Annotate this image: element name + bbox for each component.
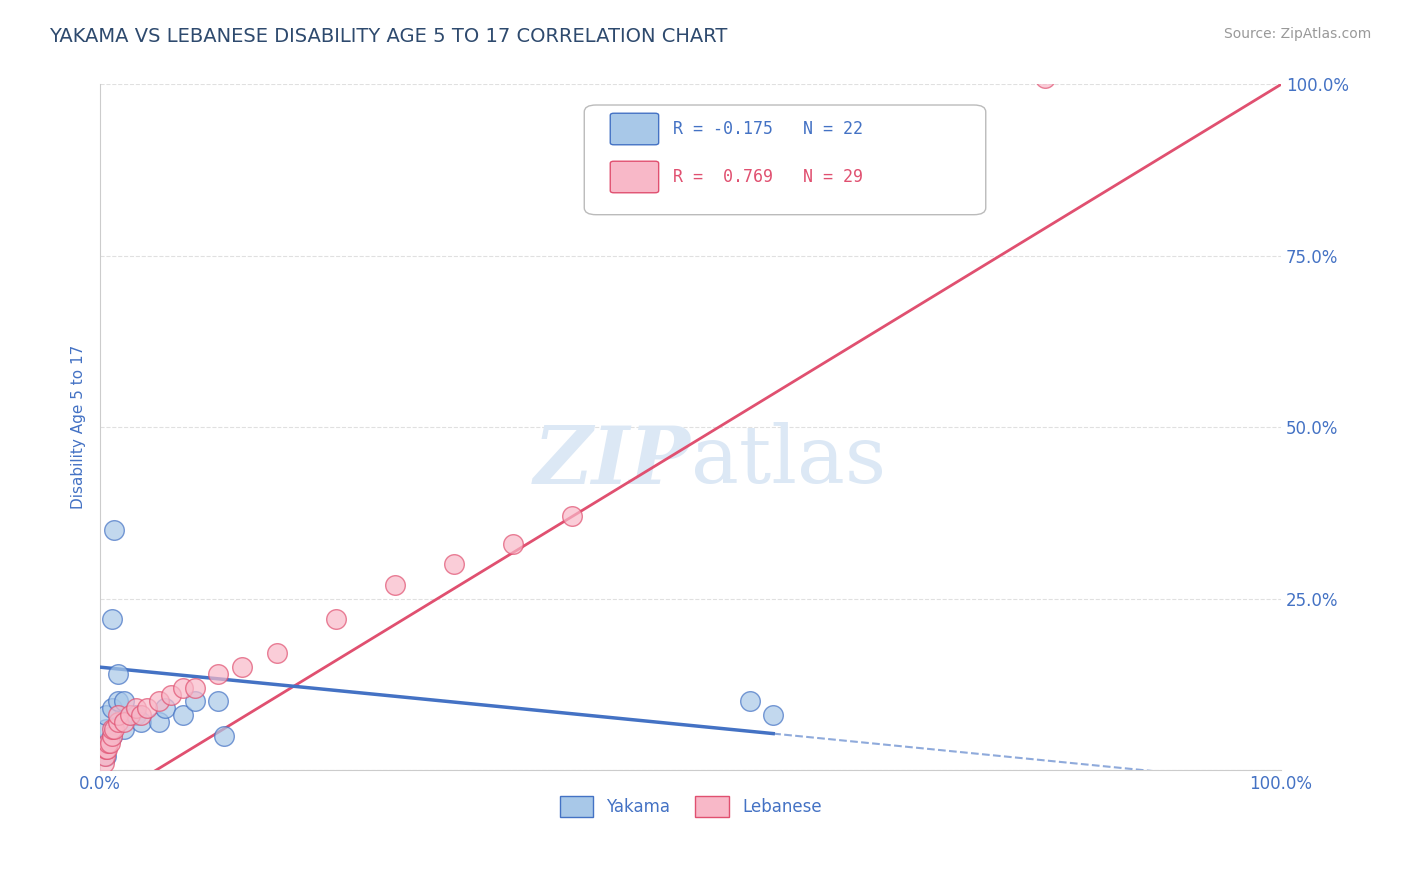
Point [136, 701, 159, 715]
Point [160, 688, 183, 702]
FancyBboxPatch shape [585, 105, 986, 215]
Point [101, 701, 124, 715]
Point [124, 701, 146, 715]
Point [93, 756, 115, 771]
Point [172, 681, 194, 695]
Point [101, 729, 124, 743]
Point [107, 667, 129, 681]
Point [183, 681, 205, 695]
Text: R =  0.769   N = 29: R = 0.769 N = 29 [673, 168, 863, 186]
Point [112, 694, 135, 708]
Point [1033, 70, 1056, 85]
Point [148, 694, 170, 708]
Point [94, 742, 117, 756]
Y-axis label: Disability Age 5 to 17: Disability Age 5 to 17 [72, 345, 86, 509]
Point [325, 612, 347, 626]
Point [762, 708, 785, 723]
Text: R = -0.175   N = 22: R = -0.175 N = 22 [673, 120, 863, 138]
Point [131, 708, 153, 723]
Point [738, 694, 761, 708]
Point [98, 735, 121, 749]
Point [107, 694, 129, 708]
Text: YAKAMA VS LEBANESE DISABILITY AGE 5 TO 17 CORRELATION CHART: YAKAMA VS LEBANESE DISABILITY AGE 5 TO 1… [49, 27, 727, 45]
Point [183, 694, 205, 708]
Point [94, 708, 117, 723]
Point [231, 660, 253, 674]
Point [112, 722, 135, 736]
Point [94, 749, 117, 764]
Text: atlas: atlas [690, 423, 886, 500]
Point [107, 708, 129, 723]
Point [112, 714, 135, 729]
Point [94, 735, 117, 749]
Point [107, 714, 129, 729]
Point [153, 701, 176, 715]
Point [443, 558, 465, 572]
Point [207, 667, 229, 681]
Point [207, 694, 229, 708]
Point [131, 714, 153, 729]
FancyBboxPatch shape [610, 113, 658, 145]
Point [101, 612, 124, 626]
Point [96, 742, 118, 756]
Point [148, 714, 170, 729]
Point [502, 537, 524, 551]
Point [384, 578, 406, 592]
Text: Source: ZipAtlas.com: Source: ZipAtlas.com [1223, 27, 1371, 41]
FancyBboxPatch shape [610, 161, 658, 193]
Point [124, 708, 146, 723]
Point [103, 523, 125, 537]
Point [172, 708, 194, 723]
Point [103, 722, 125, 736]
Point [101, 722, 124, 736]
Point [212, 729, 235, 743]
Point [94, 749, 117, 764]
Point [101, 729, 124, 743]
Point [266, 647, 288, 661]
Point [94, 722, 117, 736]
Point [118, 708, 141, 723]
Legend: Yakama, Lebanese: Yakama, Lebanese [553, 789, 828, 823]
Point [97, 735, 120, 749]
Point [561, 509, 583, 524]
Text: ZIP: ZIP [534, 423, 690, 500]
